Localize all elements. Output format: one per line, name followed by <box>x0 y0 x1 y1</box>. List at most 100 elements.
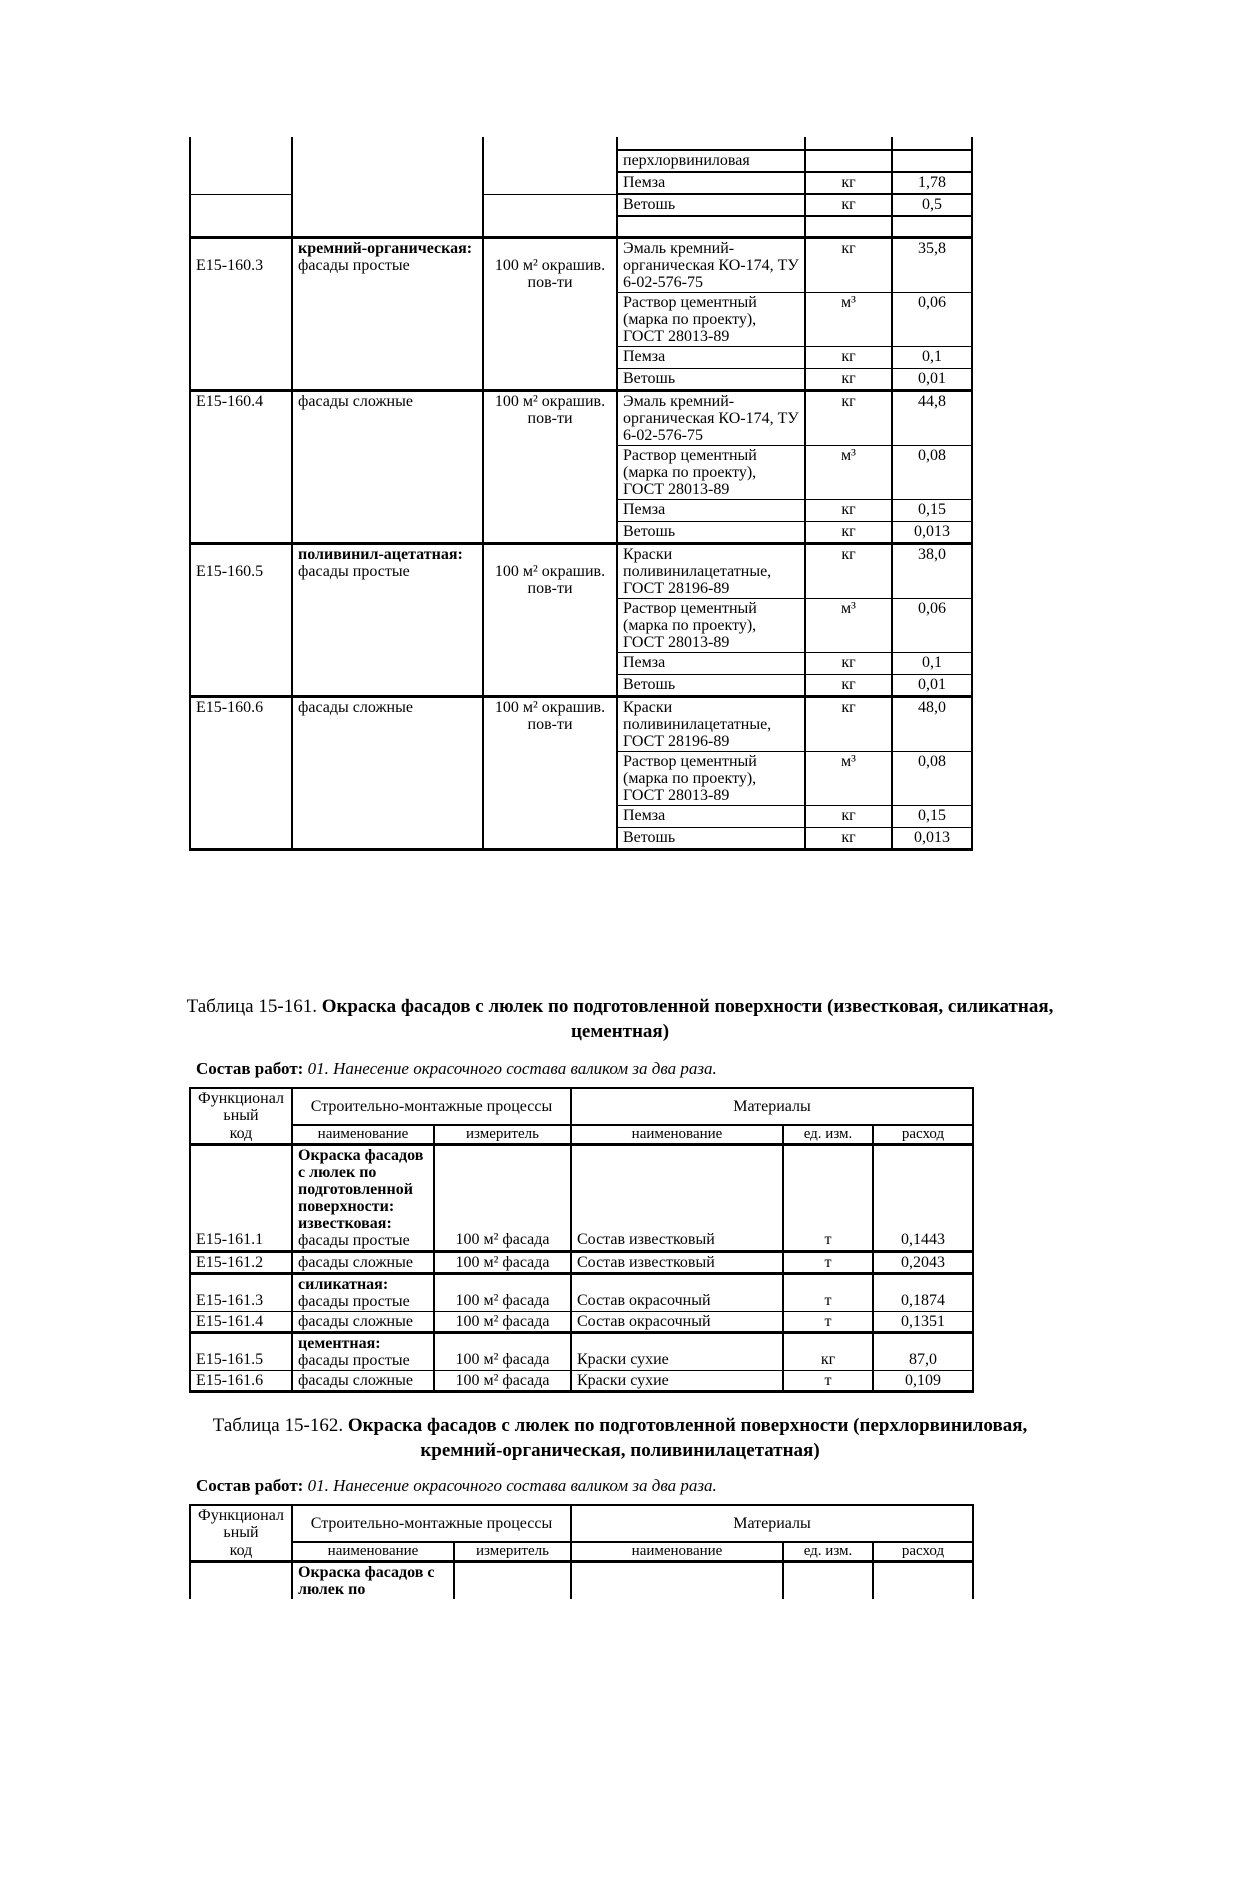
unit-cell <box>782 1559 874 1599</box>
work-name-cell: фасады сложные <box>291 1310 435 1333</box>
works-label: Состав работ: <box>196 1475 304 1495</box>
table-header-row: Функционал ьный код Строительно-монтажные… <box>189 1087 974 1145</box>
material-name-cell: Пемза <box>616 651 806 675</box>
unit-cell: т <box>782 1249 874 1274</box>
unit-cell: кг <box>804 235 893 293</box>
unit-cell <box>804 149 893 173</box>
work-name: фасады сложные <box>298 698 413 716</box>
work-name: фасады простые <box>298 256 410 274</box>
work-name-cell: поливинил-ацетатная: фасады простые <box>291 541 484 697</box>
unit-cell: кг <box>804 388 893 446</box>
unit-cell: кг <box>804 826 893 850</box>
subheader-qty-cell: расход <box>872 1540 974 1562</box>
works-text: 01. Нанесение окрасочного состава валико… <box>307 1058 717 1078</box>
unit-cell: кг <box>804 171 893 195</box>
material-name-cell: Ветошь <box>616 193 806 217</box>
table-161-title: Таблица 15-161. Окраска фасадов с люлек … <box>170 994 1070 1044</box>
unit-cell <box>804 137 893 151</box>
qty-cell: 87,0 <box>872 1330 974 1371</box>
unit-cell: кг <box>804 193 893 217</box>
entry-code-cell <box>189 193 293 238</box>
unit-cell: кг <box>804 345 893 369</box>
unit-cell: т <box>782 1142 874 1252</box>
material-row: Раствор цементный (марка по проекту), ГО… <box>190 597 973 653</box>
entry-row: Е15-160.4 фасады сложные 100 м² окрашив.… <box>189 388 973 544</box>
subheader-name-cell: наименование <box>291 1123 435 1145</box>
subheader-measure-cell: измеритель <box>433 1123 572 1145</box>
measure-cell: 100 м² окрашив. пов-ти <box>482 541 618 697</box>
work-name: фасады простые <box>298 1292 410 1310</box>
subheader-unit-cell: ед. изм. <box>782 1540 874 1562</box>
work-name-cell: Окраска фасадов с люлек по <box>291 1559 455 1599</box>
material-name-cell: Ветошь <box>616 520 806 544</box>
qty-cell: 0,08 <box>891 750 973 806</box>
work-name: фасады простые <box>298 1231 410 1249</box>
qty-cell: 0,013 <box>891 520 973 544</box>
qty-cell: 0,1 <box>891 651 973 675</box>
material-name-cell: Пемза <box>616 804 806 828</box>
qty-cell: 48,0 <box>891 694 973 752</box>
header-func-code-bottom: код <box>229 1124 253 1142</box>
table-15-160-continuation: перхлорвиниловая Пемза кг 1,78 Ветошь кг… <box>189 137 973 851</box>
unit-cell: кг <box>804 651 893 675</box>
work-name-cell: Окраска фасадов с люлек по подготовленно… <box>291 1142 435 1252</box>
material-name-cell: Эмаль кремний-органическая КО-174, ТУ 6-… <box>616 235 806 293</box>
subheader-measure-cell: измеритель <box>453 1540 572 1562</box>
work-name: фасады простые <box>298 1351 410 1369</box>
header-materials-cell: Материалы <box>570 1504 974 1542</box>
material-name-cell <box>570 1559 784 1599</box>
material-name-cell: Краски сухие <box>570 1369 784 1392</box>
qty-cell: 1,78 <box>891 171 973 195</box>
header-func-code-bottom: код <box>229 1541 253 1559</box>
entry-row: Е15-161.5 цементная: фасады простые 100 … <box>189 1330 974 1371</box>
carryover-stub-row <box>189 137 973 238</box>
qty-cell: 0,013 <box>891 826 973 850</box>
works-text: 01. Нанесение окрасочного состава валико… <box>307 1475 717 1495</box>
entry-row: Е15-161.3 силикатная: фасады простые 100… <box>189 1271 974 1312</box>
qty-cell: 0,5 <box>891 193 973 217</box>
entry-row: Е15-161.2 фасады сложные 100 м² фасада С… <box>189 1249 974 1274</box>
qty-cell: 0,06 <box>891 291 973 347</box>
qty-cell: 0,15 <box>891 498 973 522</box>
unit-cell: кг <box>804 520 893 544</box>
material-row: перхлорвиниловая <box>190 149 973 173</box>
material-name-cell: Ветошь <box>616 826 806 850</box>
unit-cell: кг <box>804 498 893 522</box>
work-name-cell: цементная: фасады простые <box>291 1330 435 1371</box>
table-161-title-number: Таблица 15-161. <box>186 995 317 1017</box>
material-row: Пемза кг 1,78 <box>190 171 973 195</box>
entry-row: Е15-161.4 фасады сложные 100 м² фасада С… <box>189 1310 974 1333</box>
qty-cell <box>891 215 973 238</box>
qty-cell: 0,06 <box>891 597 973 653</box>
scanned-document-page: { "table160": { "carry": { "material_fra… <box>0 137 1240 1892</box>
entry-code-cell: Е15-160.3 <box>189 235 293 391</box>
unit-cell: т <box>782 1271 874 1312</box>
work-name-cell: кремний-органическая: фасады простые <box>291 235 484 391</box>
entry-code-cell: Е15-161.2 <box>189 1249 293 1274</box>
qty-cell: 35,8 <box>891 235 973 293</box>
entry-code-cell <box>189 137 293 195</box>
material-name-cell: Ветошь <box>616 673 806 697</box>
material-row: Раствор цементный (марка по проекту), ГО… <box>190 444 973 500</box>
qty-cell <box>891 137 973 151</box>
material-row: Пемза кг 0,15 <box>190 804 973 828</box>
qty-cell: 0,109 <box>872 1369 974 1392</box>
entry-row: Е15-161.6 фасады сложные 100 м² фасада К… <box>189 1369 974 1392</box>
header-func-code-top: Функционал ьный <box>198 1089 284 1124</box>
material-name-cell: перхлорвиниловая <box>616 149 806 173</box>
table-162-title-number: Таблица 15-162. <box>212 1414 344 1436</box>
qty-cell: 38,0 <box>891 541 973 599</box>
work-name-cell <box>291 137 484 238</box>
unit-cell: м³ <box>804 291 893 347</box>
material-name-cell: Ветошь <box>616 367 806 391</box>
subheader-qty-cell: расход <box>872 1123 974 1145</box>
subheader-name-cell: наименование <box>291 1540 455 1562</box>
work-group-label: Окраска фасадов с люлек по <box>298 1563 435 1598</box>
measure-cell: 100 м² фасада <box>433 1330 572 1371</box>
work-group-label: поливинил-ацетатная: <box>298 545 463 563</box>
entry-row: Е15-160.3 кремний-органическая: фасады п… <box>189 235 973 391</box>
table-subheader-row: наименование измеритель наименование ед.… <box>190 1540 974 1562</box>
entry-row: Е15-160.6 фасады сложные 100 м² окрашив.… <box>189 694 973 850</box>
unit-cell: т <box>782 1310 874 1333</box>
measure-cell: 100 м² фасада <box>433 1310 572 1333</box>
